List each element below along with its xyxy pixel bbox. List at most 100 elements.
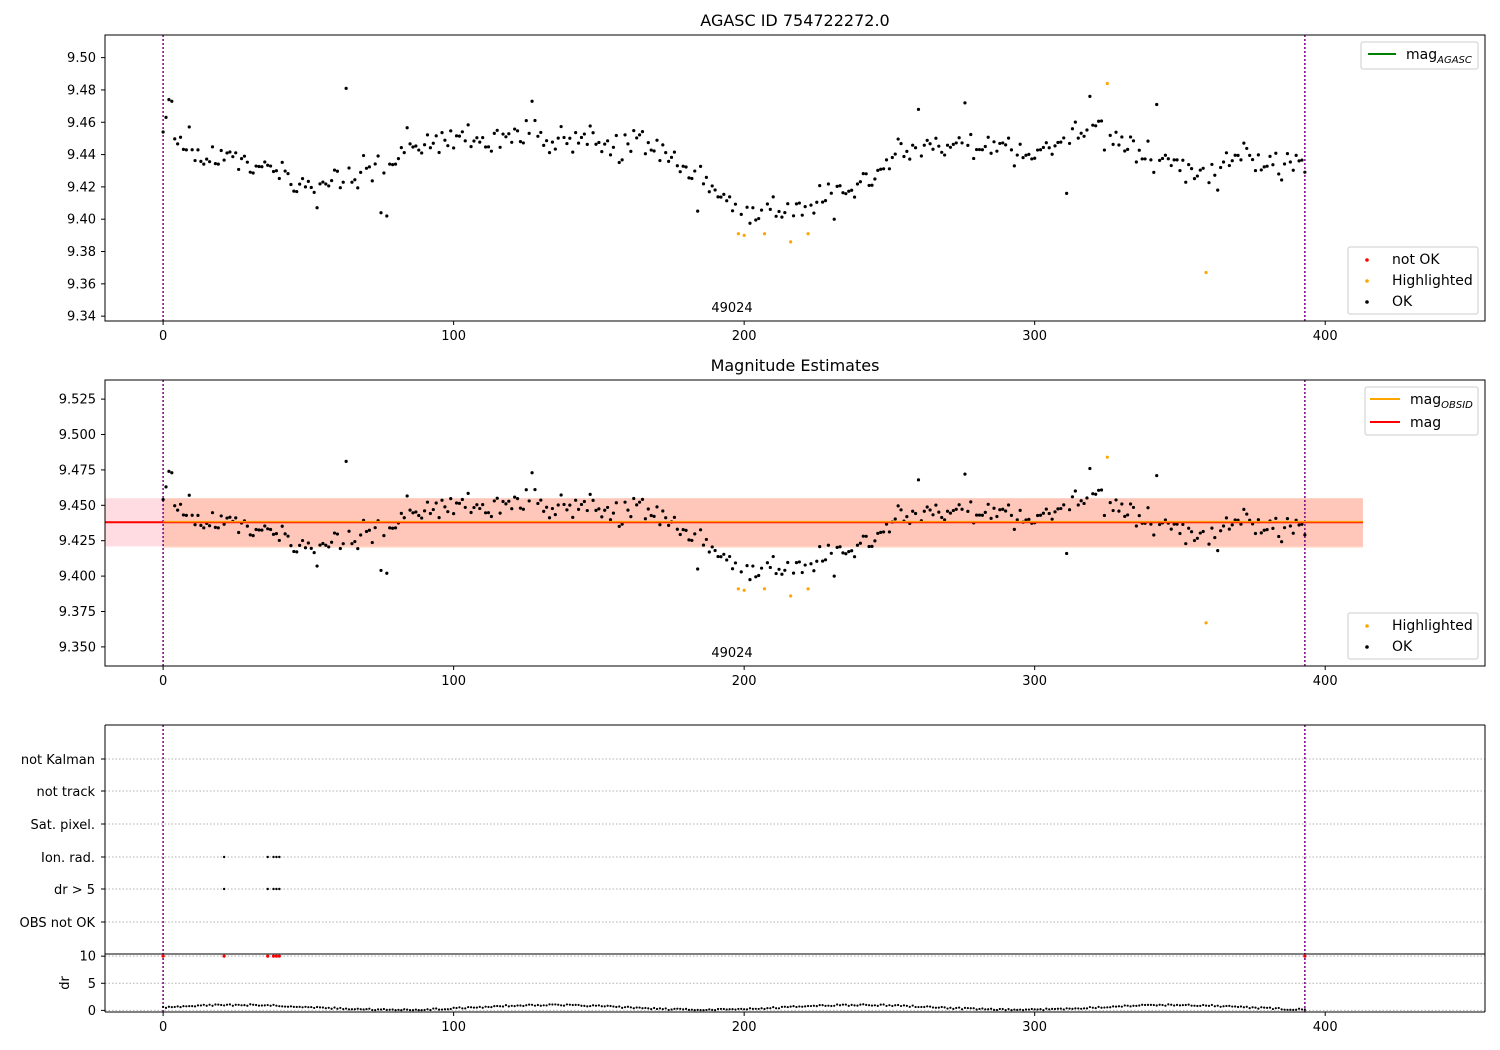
ok-point: [855, 543, 860, 547]
ok-point: [603, 508, 607, 512]
dr-point: [432, 1007, 435, 1010]
dr-point: [266, 1003, 269, 1007]
ok-point: [1038, 513, 1043, 517]
ok-point: [928, 508, 932, 512]
dr-point: [188, 1005, 191, 1008]
ok-point: [728, 554, 732, 559]
ok-point: [835, 184, 839, 189]
ok-point: [1035, 513, 1040, 518]
ok-point: [986, 135, 990, 139]
ok-point: [809, 562, 813, 566]
dr-point: [1300, 1008, 1304, 1011]
dr-point: [591, 1004, 595, 1007]
ok-point: [405, 494, 409, 498]
dr-point: [240, 1004, 243, 1007]
ok-point: [1079, 499, 1083, 503]
ok-point: [1181, 522, 1185, 527]
ok-point: [1099, 488, 1104, 492]
ok-point: [324, 543, 328, 547]
y-tick-label: 9.38: [67, 245, 96, 260]
ok-point: [1216, 549, 1220, 553]
legend-ok-label: OK: [1392, 294, 1413, 310]
ok-point: [1123, 514, 1127, 518]
ok-point: [574, 130, 578, 135]
ok-point: [588, 492, 592, 496]
ok-point: [812, 569, 816, 573]
dr-point: [467, 1005, 470, 1009]
x-tick-label: 300: [1022, 1020, 1047, 1035]
dr-point: [1254, 1006, 1257, 1009]
ok-point: [812, 211, 816, 215]
ok-point: [867, 544, 871, 549]
dr-point: [690, 1008, 693, 1011]
ok-point: [1126, 513, 1130, 517]
ok-point: [524, 488, 528, 492]
ok-point: [1047, 146, 1051, 150]
ok-point: [202, 162, 206, 166]
legend-highlighted-label: Highlighted: [1392, 618, 1473, 634]
ok-point: [672, 515, 677, 519]
dr-point: [908, 1005, 911, 1008]
dr-point: [862, 1003, 865, 1006]
dr-point: [246, 1004, 249, 1007]
ok-point: [722, 192, 726, 196]
ok-point: [1044, 141, 1048, 145]
ok-point: [178, 135, 183, 139]
ok-point: [353, 178, 357, 182]
ok-point: [1210, 162, 1214, 167]
ok-point: [890, 155, 894, 160]
ok-point: [582, 499, 586, 504]
ok-point: [899, 141, 903, 146]
ok-point: [335, 169, 340, 173]
ok-point: [1256, 153, 1260, 157]
dr-point: [577, 1003, 580, 1007]
ok-point: [1128, 502, 1133, 506]
ok-point: [1256, 518, 1260, 522]
y-tick-label: 9.40: [67, 213, 96, 228]
ok-point: [803, 205, 807, 209]
ok-point: [954, 141, 958, 145]
ok-point: [475, 503, 479, 507]
dr-point: [1228, 1004, 1231, 1007]
ok-point: [298, 182, 302, 186]
dr-point: [1187, 1003, 1190, 1006]
dr-point: [1004, 1009, 1007, 1012]
ok-point: [966, 509, 970, 513]
ok-point: [513, 495, 517, 499]
ok-point: [632, 129, 636, 133]
ok-point: [373, 162, 377, 166]
ok-point: [1012, 164, 1016, 168]
ok-point: [440, 130, 444, 135]
dr-point: [783, 1005, 786, 1008]
ok-point: [422, 509, 427, 513]
ok-point: [989, 151, 993, 155]
ok-point: [463, 139, 467, 143]
ok-point: [1091, 123, 1095, 127]
ok-point: [321, 541, 325, 546]
ok-point: [1108, 501, 1112, 505]
dr-point: [487, 1005, 490, 1009]
ok-point: [193, 523, 197, 527]
dr-point: [496, 1004, 499, 1008]
dr-point: [359, 1008, 362, 1011]
dr-point: [324, 1007, 327, 1010]
dr-point: [243, 1004, 246, 1007]
ok-point: [481, 136, 485, 140]
ok-point: [960, 507, 964, 511]
y-tick-label: 9.525: [59, 393, 96, 408]
legend-mag-agasc-subscript: AGASC: [1436, 55, 1472, 66]
y-tick-label: 9.36: [67, 277, 96, 292]
highlighted-point: [806, 232, 810, 236]
ok-point: [176, 508, 180, 512]
dr-point: [333, 1006, 336, 1009]
ok-point: [318, 543, 322, 547]
ok-point: [498, 511, 502, 515]
dr-point: [888, 1004, 891, 1007]
ok-point: [934, 503, 938, 507]
dr-point: [934, 1006, 938, 1009]
ok-point: [1056, 140, 1060, 145]
dr-point: [728, 1008, 731, 1011]
ok-point: [937, 144, 941, 148]
dr-point: [1126, 1004, 1129, 1007]
dr-point: [1295, 1008, 1298, 1011]
